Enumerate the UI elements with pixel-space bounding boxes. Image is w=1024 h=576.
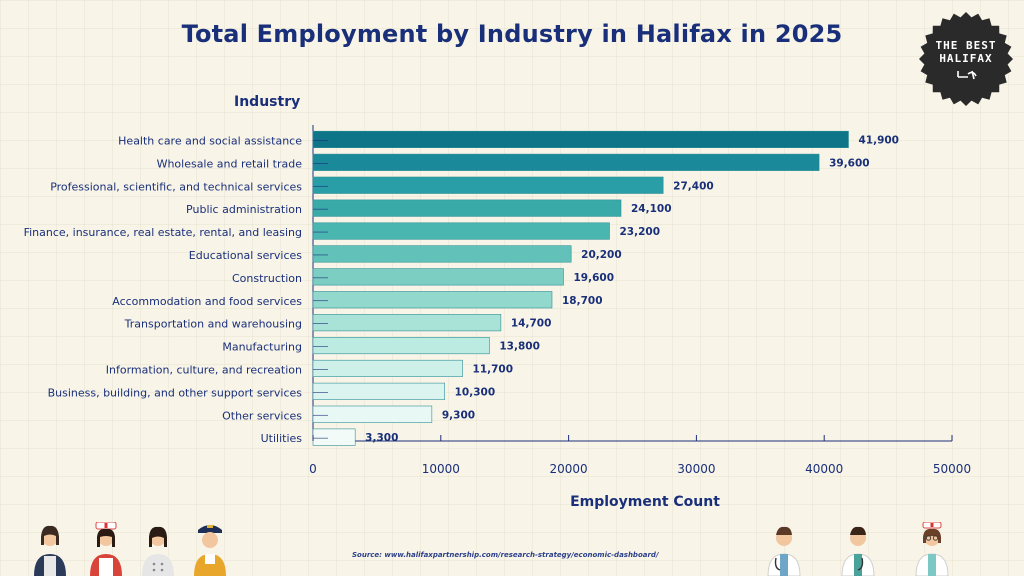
value-label: 19,600 (573, 272, 614, 284)
value-label: 9,300 (442, 409, 475, 421)
pilot-icon (194, 525, 226, 576)
badge-text-line2: HALIFAX (939, 52, 993, 65)
category-label: Transportation and warehousing (124, 318, 302, 331)
value-label: 27,400 (673, 180, 714, 192)
value-label: 23,200 (619, 226, 660, 238)
value-label: 10,300 (455, 386, 496, 398)
category-label: Other services (222, 409, 302, 422)
bar (312, 176, 664, 194)
category-label: Manufacturing (222, 341, 302, 354)
x-tick-label: 10000 (422, 462, 460, 476)
doctor-icon (841, 526, 875, 576)
x-axis-title: Employment Count (570, 494, 720, 510)
category-label: Educational services (189, 249, 302, 262)
chart-title: Total Employment by Industry in Halifax … (181, 20, 843, 48)
value-label: 18,700 (562, 295, 603, 307)
value-label: 3,300 (365, 432, 398, 444)
category-label: Health care and social assistance (118, 134, 302, 147)
category-label: Public administration (186, 203, 302, 216)
bar (312, 268, 564, 286)
value-label: 24,100 (631, 203, 672, 215)
value-label: 20,200 (581, 249, 622, 261)
bar (312, 336, 490, 355)
source-note: Source: www.halifaxpartnership.com/resea… (352, 551, 659, 559)
doctor-icon (767, 526, 801, 576)
bar (312, 428, 356, 446)
category-label: Construction (232, 272, 302, 285)
bar (312, 359, 463, 378)
category-label: Professional, scientific, and technical … (50, 180, 302, 193)
y-axis-title: Industry (234, 94, 301, 110)
value-label: 14,700 (511, 318, 552, 330)
value-label: 11,700 (473, 363, 514, 375)
x-tick-label: 0 (309, 462, 317, 476)
category-label: Utilities (261, 432, 303, 445)
x-tick-label: 40000 (805, 462, 843, 476)
bar (312, 291, 553, 309)
x-tick-label: 30000 (677, 462, 715, 476)
x-tick-label: 50000 (933, 462, 971, 476)
value-label: 41,900 (858, 134, 899, 146)
chef-icon (142, 526, 174, 576)
bar (312, 153, 820, 171)
bar (312, 314, 502, 332)
category-label: Information, culture, and recreation (106, 363, 302, 376)
x-tick-label: 20000 (550, 462, 588, 476)
category-label: Finance, insurance, real estate, rental,… (24, 226, 302, 239)
value-label: 13,800 (499, 341, 540, 353)
category-label: Business, building, and other support se… (48, 386, 303, 399)
the-best-halifax-logo: THE BEST HALIFAX (918, 11, 1014, 107)
teacher-icon (34, 525, 66, 576)
badge-shape (919, 12, 1013, 106)
bar (312, 382, 445, 400)
category-label: Accommodation and food services (112, 295, 302, 308)
value-label: 39,600 (829, 157, 870, 169)
nurse-icon (90, 522, 122, 576)
category-label: Wholesale and retail trade (157, 157, 303, 170)
badge-text: THE BEST HALIFAX (918, 39, 1014, 65)
nurse-icon (915, 522, 949, 576)
bar (312, 405, 433, 423)
bar (312, 245, 572, 263)
badge-text-line1: THE BEST (935, 39, 997, 52)
bar (312, 130, 849, 148)
bar (312, 199, 622, 217)
bar (312, 222, 610, 240)
